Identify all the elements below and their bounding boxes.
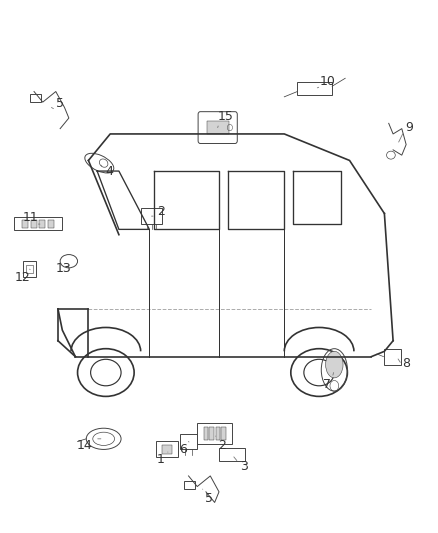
Text: 6: 6 bbox=[180, 443, 187, 456]
Ellipse shape bbox=[325, 351, 343, 378]
Bar bbox=[207, 121, 229, 134]
Ellipse shape bbox=[91, 359, 121, 386]
Text: 4: 4 bbox=[106, 165, 113, 177]
Text: 5: 5 bbox=[56, 97, 64, 110]
Text: 3: 3 bbox=[240, 460, 248, 473]
Bar bbox=[221, 427, 226, 440]
Bar bbox=[141, 208, 162, 224]
Ellipse shape bbox=[304, 359, 334, 386]
Bar bbox=[14, 217, 62, 230]
Text: 11: 11 bbox=[23, 211, 39, 224]
Bar bbox=[22, 220, 28, 228]
Text: 14: 14 bbox=[77, 439, 93, 452]
Text: 2: 2 bbox=[219, 439, 226, 452]
Bar bbox=[204, 427, 208, 440]
Bar bbox=[162, 445, 172, 454]
Bar bbox=[184, 481, 195, 489]
Bar bbox=[30, 94, 41, 102]
Text: 9: 9 bbox=[405, 121, 413, 134]
Text: 8: 8 bbox=[402, 357, 410, 369]
Text: 1: 1 bbox=[156, 453, 164, 466]
Text: 12: 12 bbox=[14, 271, 30, 284]
Bar bbox=[156, 441, 178, 457]
Text: 15: 15 bbox=[218, 110, 233, 124]
Text: 13: 13 bbox=[55, 262, 71, 274]
Text: 7: 7 bbox=[323, 378, 331, 391]
Bar bbox=[215, 427, 220, 440]
Bar bbox=[26, 265, 33, 273]
Bar bbox=[197, 423, 232, 444]
Bar bbox=[39, 220, 46, 228]
Bar bbox=[219, 448, 245, 461]
Bar bbox=[209, 427, 214, 440]
Bar bbox=[23, 261, 36, 277]
Bar bbox=[48, 220, 54, 228]
Text: 2: 2 bbox=[158, 205, 166, 218]
Bar bbox=[384, 349, 401, 365]
Bar bbox=[180, 433, 197, 449]
Ellipse shape bbox=[78, 349, 134, 397]
Bar bbox=[31, 220, 37, 228]
Bar bbox=[297, 82, 332, 95]
Text: 5: 5 bbox=[205, 492, 213, 505]
Ellipse shape bbox=[291, 349, 347, 397]
Text: 10: 10 bbox=[320, 76, 336, 88]
